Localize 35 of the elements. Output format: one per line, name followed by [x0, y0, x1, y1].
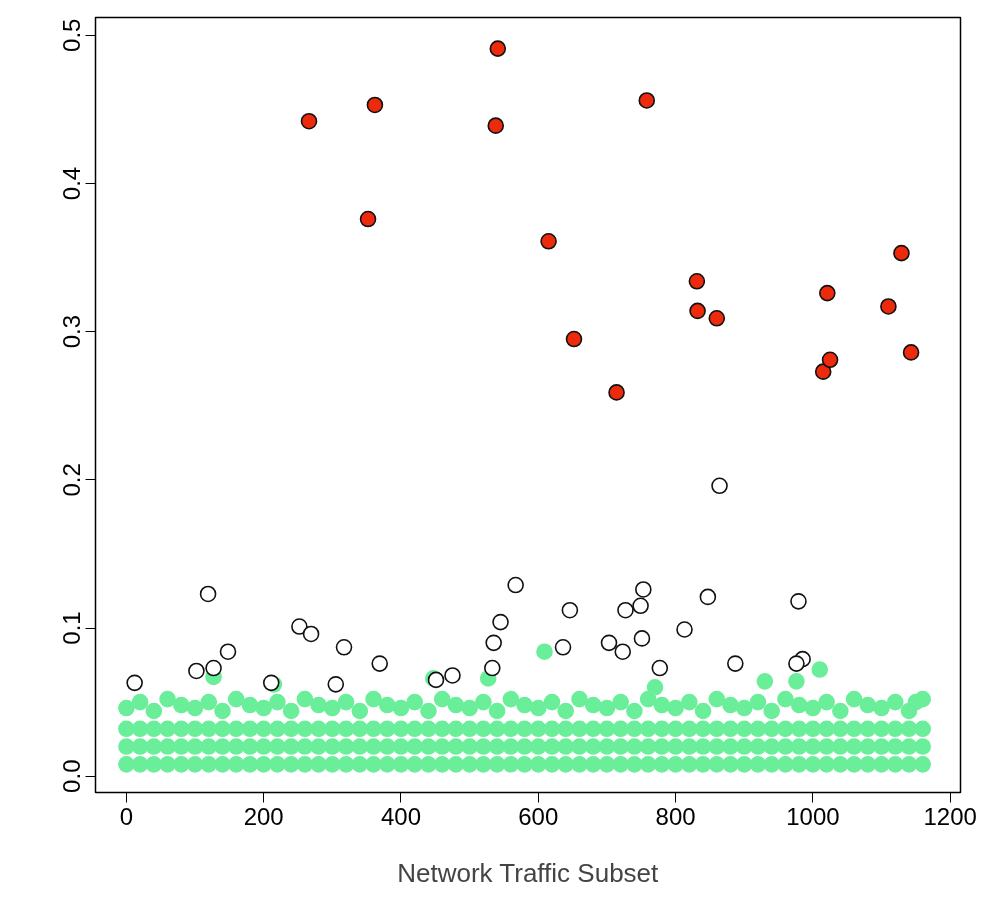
y-tick-label: 0.3 — [58, 314, 86, 349]
point — [489, 40, 507, 57]
point — [540, 232, 557, 250]
point — [902, 344, 920, 361]
x-tick-label: 400 — [380, 802, 422, 830]
point — [565, 330, 583, 348]
point — [608, 384, 625, 401]
point — [359, 210, 377, 228]
point — [487, 117, 505, 134]
point — [893, 244, 910, 262]
point — [205, 659, 222, 677]
point — [638, 92, 656, 109]
y-tick-label: 0.4 — [58, 166, 86, 201]
point — [689, 302, 706, 320]
x-tick-label: 800 — [655, 802, 696, 830]
point — [366, 96, 384, 114]
y-tick-label: 0.0 — [58, 759, 86, 793]
point — [819, 284, 836, 302]
x-axis-title: Network Traffic Subset — [397, 857, 660, 888]
y-tick-label: 0.2 — [58, 463, 86, 497]
point — [484, 659, 501, 677]
x-tick-label: 200 — [243, 802, 284, 830]
y-tick-label: 0.5 — [58, 18, 86, 52]
y-tick-label: 0.1 — [58, 611, 86, 645]
point — [300, 112, 318, 130]
x-tick-label: 1000 — [786, 802, 840, 830]
point — [788, 655, 805, 672]
x-tick-label: 0 — [119, 802, 134, 830]
point — [880, 298, 897, 315]
x-tick-label: 600 — [518, 802, 559, 830]
point — [821, 351, 839, 369]
point — [814, 363, 832, 380]
point — [708, 310, 726, 327]
point — [688, 272, 706, 290]
x-tick-label: 1200 — [923, 802, 977, 830]
